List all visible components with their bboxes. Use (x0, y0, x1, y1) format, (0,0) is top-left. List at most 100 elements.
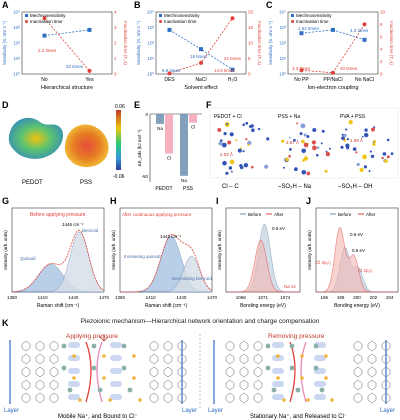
ring (49, 366, 59, 378)
removing-pressure-tag: Removing pressure (268, 333, 325, 340)
tag-pss-na: PSS + Na (278, 114, 300, 120)
layer-label-2: Layer (182, 408, 197, 414)
mechanism-scheme: Applying pressure Removing pressure Laye… (4, 333, 395, 420)
legend-inactivation: Inactivation time (30, 19, 63, 24)
row3-spectra: 1380 1410 1440 1470 Raman shift (cm⁻¹) Intens… (3, 207, 399, 309)
ring (225, 379, 235, 391)
atom (368, 170, 371, 172)
ring (367, 340, 377, 352)
x-tick-label: No PP (294, 77, 309, 83)
x-axis-label: Raman shift (cm⁻¹) (37, 303, 80, 309)
panel-label-d: D (2, 100, 9, 110)
atom (225, 171, 229, 175)
y-tick-top: 0 (145, 112, 148, 117)
component-name-decreasing: Decreasing benzoid (172, 276, 212, 281)
atom (227, 140, 232, 145)
ring (149, 392, 159, 404)
x-tick-label: 1074 (280, 295, 291, 300)
atom (245, 121, 249, 125)
chain-segment (272, 381, 284, 387)
x-tick-label: No (41, 77, 48, 83)
y-tick-right: 2 (114, 41, 117, 46)
ring (177, 366, 187, 378)
ring (367, 392, 377, 404)
atom (371, 127, 375, 132)
atom (281, 139, 285, 143)
x-tick-label: 1410 (146, 295, 157, 300)
panel-label-a: A (2, 0, 9, 10)
ring (367, 353, 377, 365)
atom (356, 162, 360, 167)
atom (221, 142, 227, 148)
atom (217, 128, 222, 132)
x-tick-label: 202 (370, 295, 378, 300)
atom (247, 143, 250, 146)
layer-label-1: Layer (4, 408, 19, 414)
bar-label: Cl (167, 156, 171, 161)
na-ion (265, 365, 271, 371)
bond-so3h-oh: –SO₃H – OH (338, 184, 372, 190)
atom (296, 122, 299, 125)
atom (222, 160, 227, 166)
ring (239, 366, 249, 378)
atom (352, 147, 357, 151)
panel-label-b: B (134, 0, 141, 10)
atom (355, 151, 358, 154)
annotation-c1: 1.62 times (298, 26, 320, 31)
pressure-arrow-icon (99, 334, 109, 342)
atom (361, 135, 364, 138)
na-ion (313, 343, 319, 349)
ring (163, 353, 173, 365)
cl-ion (330, 398, 334, 402)
inactivation-point (230, 16, 235, 21)
pss-chain (96, 341, 103, 403)
cl-ion (132, 376, 136, 380)
fitted-envelope (12, 229, 105, 293)
legend-before: Before (248, 212, 262, 217)
chart-i: 1068 1071 1074 Bonding energy (eV) Intensity… (217, 207, 301, 309)
x-tick-label: Yes (85, 77, 94, 83)
chart-h: 1380 1410 1440 1470 Raman shift (cm⁻¹) Intens… (111, 207, 218, 309)
x-tick-label: 1068 (236, 295, 247, 300)
y-tick-left: 10² (13, 41, 20, 46)
na-ion (289, 343, 295, 349)
annotation-b4: 14.5 times (214, 68, 236, 73)
na-ion (313, 365, 319, 371)
inactivation-point (167, 71, 172, 76)
atom (306, 135, 310, 138)
chain-segment (68, 394, 80, 400)
spectrum-after (316, 227, 398, 293)
ring (149, 366, 159, 378)
cl-ion (276, 354, 280, 358)
inactivation-point (331, 70, 335, 75)
atom (293, 138, 296, 142)
ring (225, 353, 235, 365)
atom (285, 157, 289, 162)
sensitivity-point (362, 37, 367, 42)
atom (346, 138, 349, 141)
x-tick-label: 1470 (207, 295, 218, 300)
legend-sensitivity: Mechnosensitivity (30, 13, 66, 18)
legend-after: After (366, 212, 376, 217)
esp-maps: 0.06 -0.06 PEDOT PSS (8, 104, 125, 186)
atom (251, 165, 254, 169)
y-tick-left: 10¹ (279, 56, 286, 61)
atom (321, 129, 325, 133)
scale-max-label: 0.06 (115, 104, 125, 110)
chain-segment (272, 355, 284, 361)
atom (320, 142, 323, 145)
x-tick-label: 1380 (115, 295, 126, 300)
na-ion (295, 387, 301, 393)
ring (353, 379, 363, 391)
pedot-chain (289, 341, 296, 403)
y-axis-label-right: Inactivation time (T, s) (123, 21, 128, 65)
ring (49, 353, 59, 365)
chain-segment (68, 381, 80, 387)
bar-label: Na (157, 126, 163, 131)
ring (149, 379, 159, 391)
y-tick-left: 10⁰ (147, 72, 154, 77)
atom-cloud (217, 120, 394, 176)
atom (288, 154, 291, 158)
x-tick-label: 200 (353, 295, 361, 300)
